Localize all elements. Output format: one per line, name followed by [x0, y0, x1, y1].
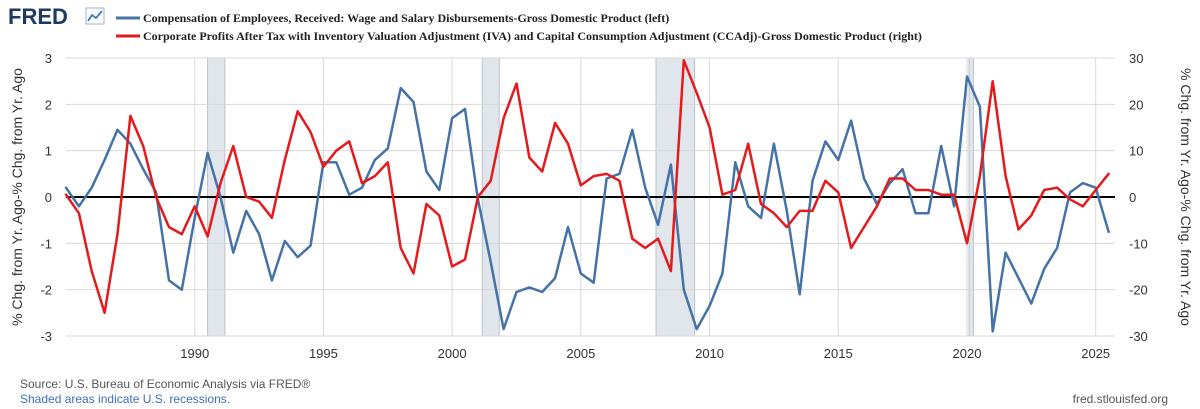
x-tick-label: 1995	[309, 346, 338, 361]
x-tick-label: 2015	[824, 346, 853, 361]
y-left-tick-label: 1	[45, 144, 52, 159]
y-right-tick-label: 0	[1129, 190, 1136, 205]
x-axis: 1990 1995 2000 2005 2010 2015 2020 2025	[180, 346, 1110, 361]
x-tick-label: 2020	[953, 346, 982, 361]
legend-label-series-1: Compensation of Employees, Received: Wag…	[143, 11, 669, 25]
series-line-1[interactable]	[64, 75, 1110, 333]
y-right-tick-label: -20	[1129, 283, 1148, 298]
fred-logo-text: FRED	[8, 4, 68, 29]
y-axis-right-title: % Chg. from Yr. Ago-% Chg. from Yr. Ago	[1178, 68, 1194, 326]
y-left-tick-label: -3	[40, 329, 52, 344]
y-right-tick-label: -30	[1129, 329, 1148, 344]
y-right-tick-label: -10	[1129, 236, 1148, 251]
fred-logo[interactable]: FRED	[8, 4, 105, 29]
legend: Compensation of Employees, Received: Wag…	[116, 11, 922, 43]
line-chart-icon	[85, 7, 105, 25]
x-tick-label: 2000	[438, 346, 467, 361]
y-right-tick-label: 10	[1129, 144, 1143, 159]
x-tick-label: 2025	[1081, 346, 1110, 361]
y-left-tick-label: -2	[40, 283, 52, 298]
y-right-tick-label: 20	[1129, 97, 1143, 112]
series-line-2[interactable]	[64, 59, 1110, 315]
x-tick-label: 2005	[566, 346, 595, 361]
x-tick-label: 1990	[180, 346, 209, 361]
y-left-tick-label: -1	[40, 236, 52, 251]
y-axis-right: 30 20 10 0 -10 -20 -30	[1129, 51, 1148, 344]
y-axis-left: 3 2 1 0 -1 -2 -3	[40, 51, 52, 344]
x-tick-label: 2010	[695, 346, 724, 361]
recession-note[interactable]: Shaded areas indicate U.S. recessions.	[20, 392, 230, 406]
fred-url[interactable]: fred.stlouisfed.org	[1073, 392, 1168, 406]
y-axis-left-title: % Chg. from Yr. Ago-% Chg. from Yr. Ago	[9, 68, 25, 326]
y-right-tick-label: 30	[1129, 51, 1143, 66]
y-left-tick-label: 0	[45, 190, 52, 205]
y-left-tick-label: 3	[45, 51, 52, 66]
source-note[interactable]: Source: U.S. Bureau of Economic Analysis…	[20, 377, 310, 391]
y-left-tick-label: 2	[45, 97, 52, 112]
legend-label-series-2: Corporate Profits After Tax with Invento…	[143, 29, 922, 43]
plot-area	[64, 57, 1115, 337]
